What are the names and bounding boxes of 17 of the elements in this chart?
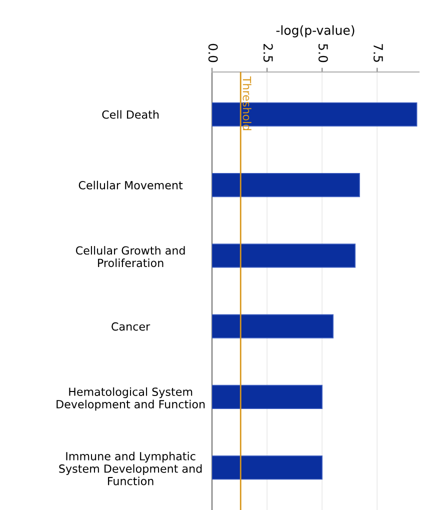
- y-tick-label: Immune and Lymphatic System Development and Function: [59, 452, 202, 486]
- x-axis-title: -log(p-value): [276, 25, 354, 38]
- y-tick-label: Hematological System Development and Function: [56, 387, 205, 411]
- x-tick-label: 5.0: [318, 44, 328, 62]
- ref-line-label: Threshold: [242, 76, 252, 130]
- bar: [212, 314, 334, 338]
- x-tick-label: 2.5: [263, 44, 273, 62]
- bar: [212, 172, 360, 198]
- bar: [212, 244, 356, 268]
- x-tick-label: 7.5: [374, 44, 383, 62]
- x-tick-label: 0.0: [208, 44, 218, 62]
- bar: [212, 456, 323, 480]
- y-tick-label: Cancer: [112, 322, 150, 331]
- bar: [212, 384, 323, 410]
- y-tick-label: Cell Death: [102, 110, 159, 119]
- y-tick-label: Cellular Growth and Proliferation: [76, 246, 185, 268]
- y-tick-label: Cellular Movement: [78, 180, 183, 190]
